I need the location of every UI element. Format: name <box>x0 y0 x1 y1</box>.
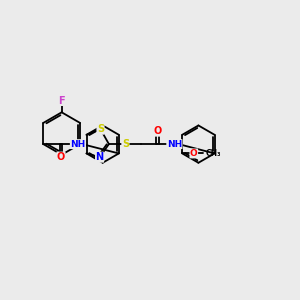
Text: NH: NH <box>70 140 85 148</box>
Text: S: S <box>97 124 104 134</box>
Text: O: O <box>153 126 161 136</box>
Text: F: F <box>58 95 65 106</box>
Text: N: N <box>95 152 104 162</box>
Text: NH: NH <box>167 140 182 148</box>
Text: S: S <box>122 139 129 149</box>
Text: O: O <box>57 152 65 162</box>
Text: CH₃: CH₃ <box>206 149 221 158</box>
Text: O: O <box>190 149 198 158</box>
